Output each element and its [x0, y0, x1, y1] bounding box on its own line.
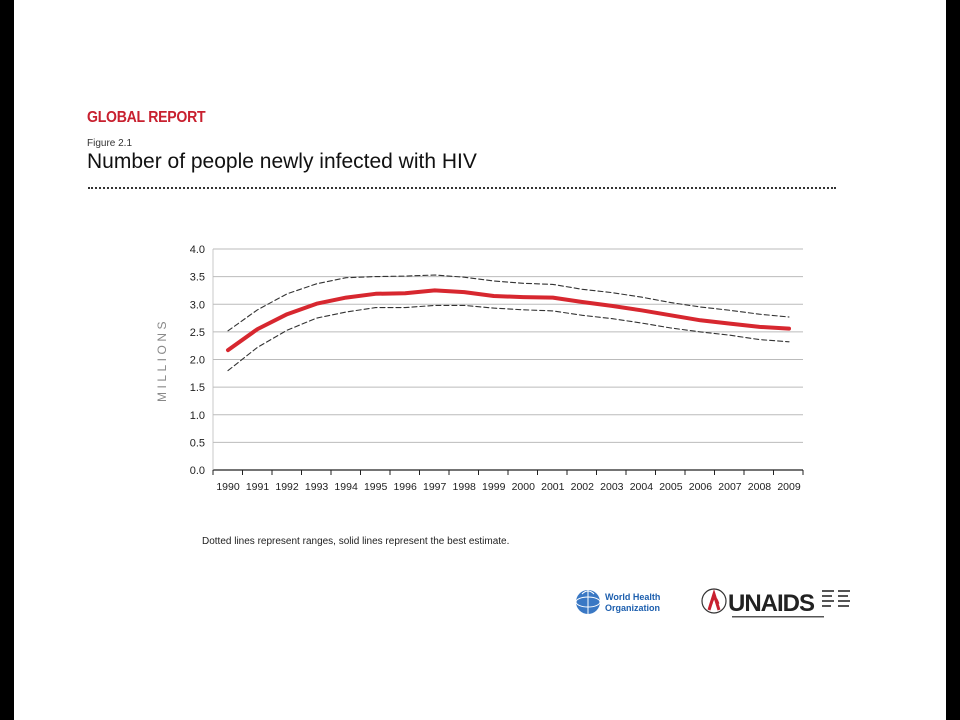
x-tick-labels: 1990 1991 1992 1993 1994 1995 1996 1997 1998 1999…	[216, 481, 801, 493]
dotted-divider	[88, 187, 836, 189]
x-tick-label: 2003	[600, 481, 624, 493]
y-axis-label: MILLIONS	[155, 318, 169, 402]
chart-footnote: Dotted lines represent ranges, solid lin…	[202, 536, 510, 547]
x-tick-label: 2006	[689, 481, 713, 493]
y-tick-label: 3.5	[190, 272, 205, 284]
x-tick-label: 1997	[423, 481, 447, 493]
x-tick-label: 1993	[305, 481, 329, 493]
report-title: GLOBAL REPORT	[87, 109, 206, 126]
x-tick-label: 2005	[659, 481, 683, 493]
series-upper-line	[227, 274, 790, 332]
x-tick-label: 1990	[216, 481, 240, 493]
unaids-logo: UNAIDS	[701, 588, 850, 618]
x-tick-label: 2009	[777, 481, 801, 493]
x-tick-label: 2000	[512, 481, 536, 493]
x-tick-label: 2007	[718, 481, 742, 493]
unaids-logo-text: UNAIDS	[728, 590, 815, 617]
y-tick-label: 0.5	[190, 437, 205, 449]
x-tick-label: 2008	[748, 481, 772, 493]
x-tick-label: 1991	[246, 481, 270, 493]
series-lower-line	[227, 304, 790, 372]
y-tick-label: 3.0	[190, 299, 205, 311]
series-lines	[226, 274, 791, 372]
x-tick-label: 1999	[482, 481, 506, 493]
who-logo-line1: World Health	[605, 592, 660, 602]
x-tick-label: 2004	[630, 481, 654, 493]
figure-label: Figure 2.1	[87, 138, 133, 149]
y-tick-labels: 0.0 0.5 1.0 1.5 2.0 2.5 3.0 3.5 4.0	[190, 244, 205, 477]
who-logo: World Health Organization	[575, 590, 660, 614]
y-tick-label: 2.0	[190, 355, 205, 367]
x-tick-label: 2001	[541, 481, 565, 493]
y-tick-label: 1.5	[190, 382, 205, 394]
x-tick-label: 1994	[334, 481, 358, 493]
x-tick-label: 1996	[393, 481, 417, 493]
y-tick-label: 0.0	[190, 465, 205, 477]
x-tick-label: 1998	[453, 481, 477, 493]
y-tick-label: 1.0	[190, 410, 205, 422]
partner-logos: World Health Organization UNAIDS	[575, 588, 850, 618]
who-logo-line2: Organization	[605, 603, 660, 613]
y-tick-label: 2.5	[190, 327, 205, 339]
grid-lines	[212, 248, 804, 475]
x-tick-label: 1995	[364, 481, 388, 493]
x-tick-label: 1992	[275, 481, 299, 493]
series-estimate-line	[226, 288, 791, 353]
y-tick-label: 4.0	[190, 244, 205, 256]
x-tick-label: 2002	[571, 481, 595, 493]
figure-title: Number of people newly infected with HIV	[87, 150, 477, 173]
